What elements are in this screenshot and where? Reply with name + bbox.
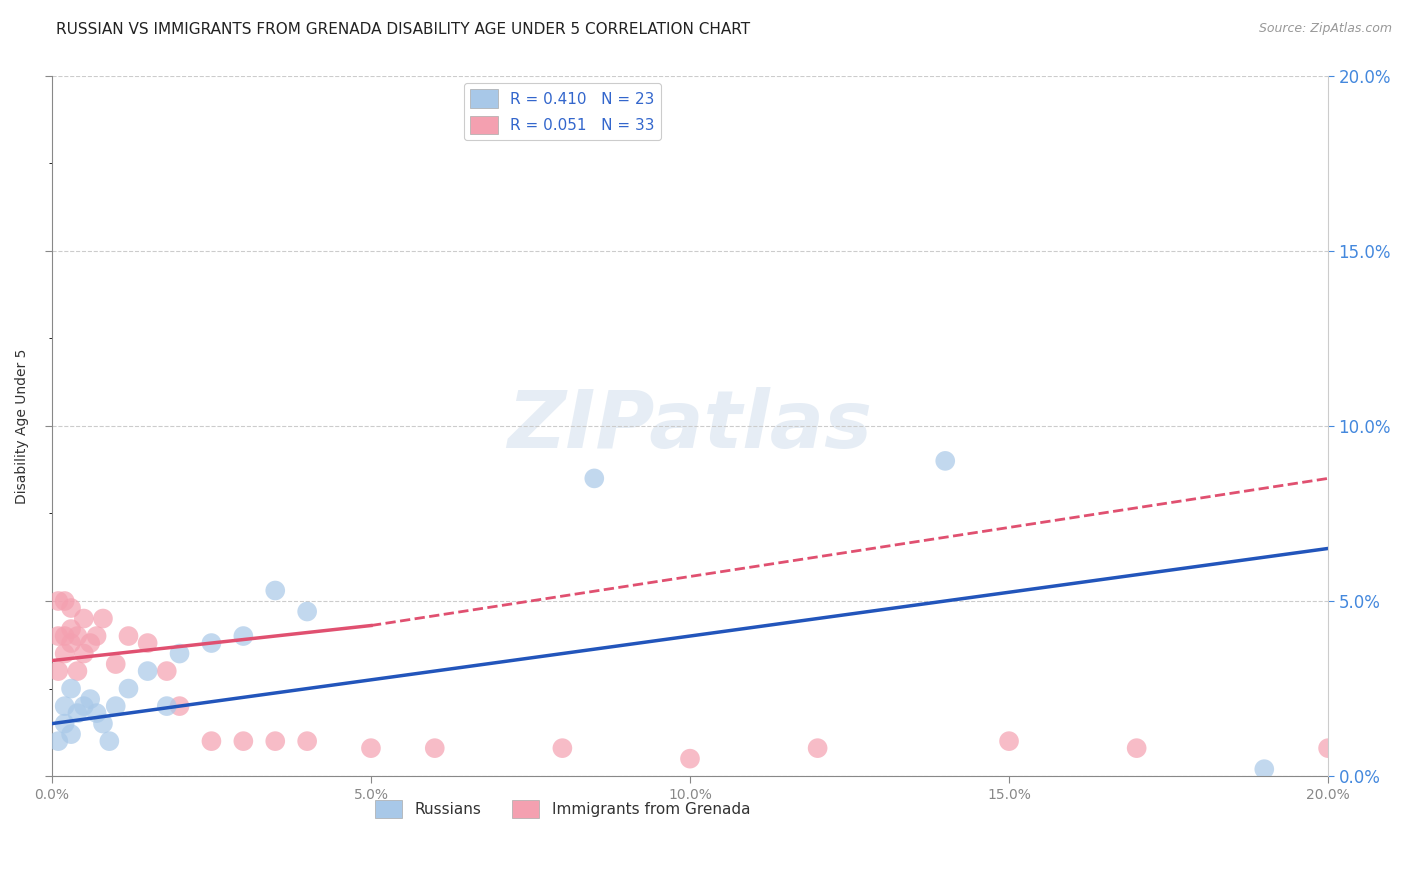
Point <box>551 741 574 756</box>
Point <box>79 692 101 706</box>
Point <box>60 622 83 636</box>
Text: Source: ZipAtlas.com: Source: ZipAtlas.com <box>1258 22 1392 36</box>
Point <box>679 752 702 766</box>
Point <box>73 647 96 661</box>
Point <box>169 647 191 661</box>
Point <box>807 741 830 756</box>
Point <box>200 636 222 650</box>
Point <box>104 699 127 714</box>
Point <box>295 734 318 748</box>
Point <box>1253 762 1275 776</box>
Point <box>60 727 83 741</box>
Point <box>86 706 108 720</box>
Point <box>73 699 96 714</box>
Point <box>264 734 287 748</box>
Y-axis label: Disability Age Under 5: Disability Age Under 5 <box>15 348 30 503</box>
Point <box>104 657 127 671</box>
Point <box>998 734 1021 748</box>
Point <box>1317 741 1340 756</box>
Point <box>79 636 101 650</box>
Point <box>156 699 179 714</box>
Text: RUSSIAN VS IMMIGRANTS FROM GRENADA DISABILITY AGE UNDER 5 CORRELATION CHART: RUSSIAN VS IMMIGRANTS FROM GRENADA DISAB… <box>56 22 751 37</box>
Point <box>232 629 254 643</box>
Point <box>117 681 139 696</box>
Point <box>66 706 89 720</box>
Point <box>60 636 83 650</box>
Point <box>60 601 83 615</box>
Point <box>423 741 446 756</box>
Point <box>60 681 83 696</box>
Text: ZIPatlas: ZIPatlas <box>508 387 873 465</box>
Point <box>53 629 76 643</box>
Point <box>86 629 108 643</box>
Point <box>360 741 382 756</box>
Point <box>46 734 69 748</box>
Point <box>136 636 159 650</box>
Point <box>66 629 89 643</box>
Point <box>73 611 96 625</box>
Point <box>934 454 956 468</box>
Point <box>232 734 254 748</box>
Point <box>200 734 222 748</box>
Point <box>46 594 69 608</box>
Point <box>91 611 114 625</box>
Point <box>136 664 159 678</box>
Point <box>46 629 69 643</box>
Point <box>46 664 69 678</box>
Point <box>53 699 76 714</box>
Point <box>91 716 114 731</box>
Legend: Russians, Immigrants from Grenada: Russians, Immigrants from Grenada <box>368 794 756 824</box>
Point <box>1125 741 1147 756</box>
Point <box>583 471 606 485</box>
Point <box>117 629 139 643</box>
Point <box>53 647 76 661</box>
Point <box>156 664 179 678</box>
Point <box>98 734 121 748</box>
Point <box>295 605 318 619</box>
Point <box>66 664 89 678</box>
Point <box>264 583 287 598</box>
Point <box>169 699 191 714</box>
Point <box>53 594 76 608</box>
Point <box>53 716 76 731</box>
